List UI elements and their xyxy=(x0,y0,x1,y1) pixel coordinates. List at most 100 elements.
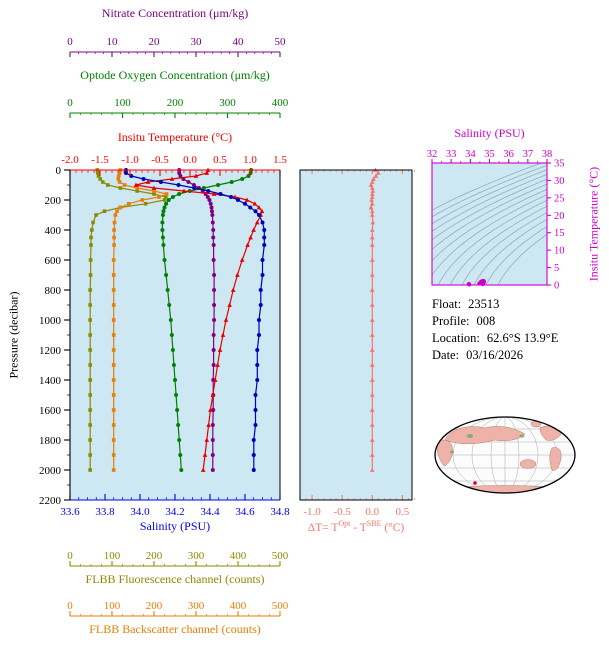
svg-text:1600: 1600 xyxy=(39,405,62,417)
svg-text:15: 15 xyxy=(554,228,565,239)
oxygen-axis-label: Optode Oxygen Concentration (μm/kg) xyxy=(80,68,270,82)
svg-text:0: 0 xyxy=(67,550,73,562)
svg-text:200: 200 xyxy=(45,195,62,207)
temperature-axis-label: Insitu Temperature (°C) xyxy=(117,130,233,144)
svg-text:400: 400 xyxy=(272,97,289,109)
svg-text:0.0: 0.0 xyxy=(365,506,379,518)
svg-text:-2.0: -2.0 xyxy=(61,154,79,166)
svg-text:300: 300 xyxy=(188,600,205,612)
svg-text:0: 0 xyxy=(67,600,73,612)
delta-t-label-mid: - T xyxy=(350,521,367,534)
salinity-psu-profile xyxy=(124,168,267,472)
ts-salinity-axis-label: Salinity (PSU) xyxy=(454,126,525,140)
delta-t-c-profile xyxy=(368,167,381,472)
svg-text:800: 800 xyxy=(45,285,62,297)
delta-t-label-post: (°C) xyxy=(381,521,405,534)
svg-text:300: 300 xyxy=(219,97,236,109)
delta-t-label-sup-opt: Opt xyxy=(338,519,351,528)
location-row: Location: 62.6°S 13.9°E xyxy=(432,331,559,345)
svg-text:500: 500 xyxy=(272,600,289,612)
svg-text:-1.5: -1.5 xyxy=(91,154,109,166)
svg-text:1200: 1200 xyxy=(39,345,62,357)
delta-t-axis-label: ΔT= TOpt - TSBE (°C) xyxy=(284,519,428,534)
svg-text:38: 38 xyxy=(542,149,553,160)
date-row: Date: 03/16/2026 xyxy=(432,348,524,362)
svg-text:34: 34 xyxy=(465,149,476,160)
svg-text:500: 500 xyxy=(272,550,289,562)
svg-text:30: 30 xyxy=(191,36,203,48)
salinity-axis: 33.6 33.8 34.0 34.2 34.4 34.6 34.8 xyxy=(60,494,290,518)
svg-text:34.8: 34.8 xyxy=(270,506,290,518)
svg-text:33.8: 33.8 xyxy=(95,506,115,518)
svg-text:37: 37 xyxy=(523,149,534,160)
svg-text:-0.5: -0.5 xyxy=(333,506,351,518)
svg-text:10: 10 xyxy=(554,246,565,257)
svg-text:5: 5 xyxy=(554,263,559,274)
main-plot-bg xyxy=(70,170,280,500)
svg-text:0: 0 xyxy=(67,97,73,109)
svg-text:34.0: 34.0 xyxy=(130,506,150,518)
delta-t-bottom-axis: -1.0 -0.5 0.0 0.5 xyxy=(299,495,415,518)
svg-text:2000: 2000 xyxy=(39,465,62,477)
svg-text:34.2: 34.2 xyxy=(165,506,184,518)
oxygen-axis: 0 100 200 300 400 xyxy=(67,97,289,118)
ts-salinity-axis: 32 33 34 35 36 37 38 xyxy=(427,149,553,164)
svg-text:35: 35 xyxy=(554,159,565,170)
insitu-temperature-c-profile xyxy=(133,167,265,472)
svg-text:100: 100 xyxy=(114,97,131,109)
location-value: 62.6°S 13.9°E xyxy=(486,331,559,345)
svg-text:0.5: 0.5 xyxy=(213,154,227,166)
svg-text:-1.0: -1.0 xyxy=(121,154,139,166)
svg-text:30: 30 xyxy=(554,176,565,187)
date-value: 03/16/2026 xyxy=(466,348,524,362)
float-position-marker xyxy=(473,481,477,485)
svg-text:50: 50 xyxy=(275,36,287,48)
ts-isopycnal-contours xyxy=(432,163,547,285)
ts-scatter-points xyxy=(466,278,486,287)
delta-plot-border xyxy=(299,169,413,501)
float-info-block: Float: 23513 Profile: 008 Location: 62.6°S … xyxy=(432,296,558,364)
svg-text:25: 25 xyxy=(554,193,565,204)
profile-number-row: Profile: 008 xyxy=(432,314,496,328)
svg-text:1.5: 1.5 xyxy=(273,154,287,166)
svg-text:200: 200 xyxy=(146,600,163,612)
svg-text:2200: 2200 xyxy=(39,495,62,507)
svg-text:36: 36 xyxy=(503,149,514,160)
pressure-axis: 0 200 400 600 800 1000 1200 1400 1600 1800 2000 220… xyxy=(39,165,281,507)
backscatter-axis: 0 100 200 300 400 500 xyxy=(67,600,289,617)
profile-number-value: 008 xyxy=(476,314,496,328)
fluorescence-axis-label: FLBB Fluorescence channel (counts) xyxy=(85,572,265,586)
fluorescence-counts-profile xyxy=(88,168,168,472)
svg-text:1400: 1400 xyxy=(39,375,62,387)
svg-text:0: 0 xyxy=(67,36,73,48)
backscatter-axis-label: FLBB Backscatter channel (counts) xyxy=(89,622,261,636)
svg-text:100: 100 xyxy=(104,600,121,612)
svg-text:10: 10 xyxy=(107,36,119,48)
svg-text:300: 300 xyxy=(188,550,205,562)
nitrate-axis: 0 10 20 30 40 50 xyxy=(67,36,286,57)
svg-text:20: 20 xyxy=(554,211,565,222)
nitrate-umkg-profile xyxy=(177,168,217,472)
svg-text:40: 40 xyxy=(233,36,245,48)
svg-text:20: 20 xyxy=(149,36,161,48)
svg-text:33.6: 33.6 xyxy=(60,506,80,518)
svg-text:400: 400 xyxy=(230,550,247,562)
delta-plot-bg xyxy=(300,170,412,500)
salinity-axis-label: Salinity (PSU) xyxy=(139,519,211,533)
svg-text:35: 35 xyxy=(484,149,495,160)
svg-text:-1.0: -1.0 xyxy=(303,506,321,518)
oxygen-umkg-profile xyxy=(160,168,254,472)
svg-text:1800: 1800 xyxy=(39,435,62,447)
svg-text:32: 32 xyxy=(427,149,438,160)
delta-t-label-sup-sbe: SBE xyxy=(366,519,382,528)
nitrate-axis-label: Nitrate Concentration (μm/kg) xyxy=(101,6,249,20)
svg-text:34.4: 34.4 xyxy=(200,506,220,518)
svg-text:400: 400 xyxy=(230,600,247,612)
svg-text:0.5: 0.5 xyxy=(395,506,409,518)
svg-text:600: 600 xyxy=(45,255,62,267)
svg-text:34.6: 34.6 xyxy=(235,506,255,518)
svg-text:0: 0 xyxy=(56,165,62,177)
svg-text:100: 100 xyxy=(104,550,121,562)
